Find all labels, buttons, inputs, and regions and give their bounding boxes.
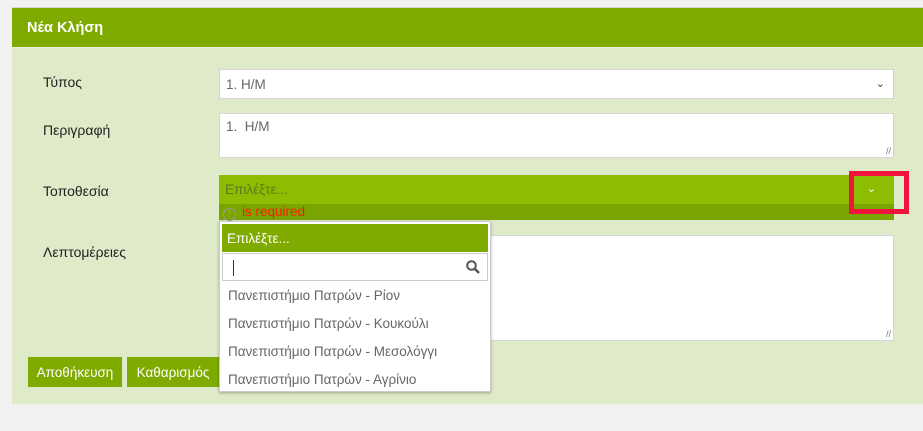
save-button[interactable]: Αποθήκευση <box>28 357 122 387</box>
type-value: 1. Η/Μ <box>226 77 266 92</box>
highlight-box <box>849 171 909 214</box>
location-label: Τοποθεσία <box>43 183 109 199</box>
dropdown-option[interactable]: Πανεπιστήμιο Πατρών - Ρίον <box>228 288 400 303</box>
location-error: ! is required <box>219 204 894 221</box>
resize-handle-icon[interactable]: // <box>885 146 891 156</box>
search-icon <box>466 260 480 274</box>
dropdown-option[interactable]: Πανεπιστήμιο Πατρών - Μεσολόγγι <box>228 344 438 359</box>
dropdown-option[interactable]: Πανεπιστήμιο Πατρών - Αγρίνιο <box>228 372 417 387</box>
chevron-down-icon[interactable]: ⌄ <box>866 183 876 195</box>
text-cursor <box>233 260 234 276</box>
location-select[interactable]: Επιλέξτε... ⌄ <box>219 175 894 204</box>
clear-button[interactable]: Καθαρισμός <box>127 357 219 387</box>
location-placeholder: Επιλέξτε... <box>225 182 288 197</box>
dropdown-search-input[interactable] <box>222 253 488 281</box>
resize-handle-icon[interactable]: // <box>885 329 891 339</box>
warning-icon: ! <box>223 208 236 221</box>
description-value: 1. Η/Μ <box>226 119 270 134</box>
location-dropdown: Επιλέξτε... Πανεπιστήμιο Πατρών - Ρίον Π… <box>219 221 491 392</box>
type-select[interactable]: 1. Η/Μ ⌄ <box>219 69 894 99</box>
dropdown-selected-option[interactable]: Επιλέξτε... <box>222 224 488 252</box>
new-call-panel: Νέα Κλήση Τύπος 1. Η/Μ ⌄ Περιγραφή 1. Η/… <box>12 7 923 404</box>
type-label: Τύπος <box>43 74 82 90</box>
details-label: Λεπτομέρειες <box>43 244 126 260</box>
error-text: is required <box>242 204 306 219</box>
panel-title: Νέα Κλήση <box>12 8 923 48</box>
description-textarea[interactable]: 1. Η/Μ // <box>219 113 894 158</box>
chevron-down-icon: ⌄ <box>875 78 885 90</box>
description-label: Περιγραφή <box>43 122 111 138</box>
dropdown-option[interactable]: Πανεπιστήμιο Πατρών - Κουκούλι <box>228 316 429 331</box>
